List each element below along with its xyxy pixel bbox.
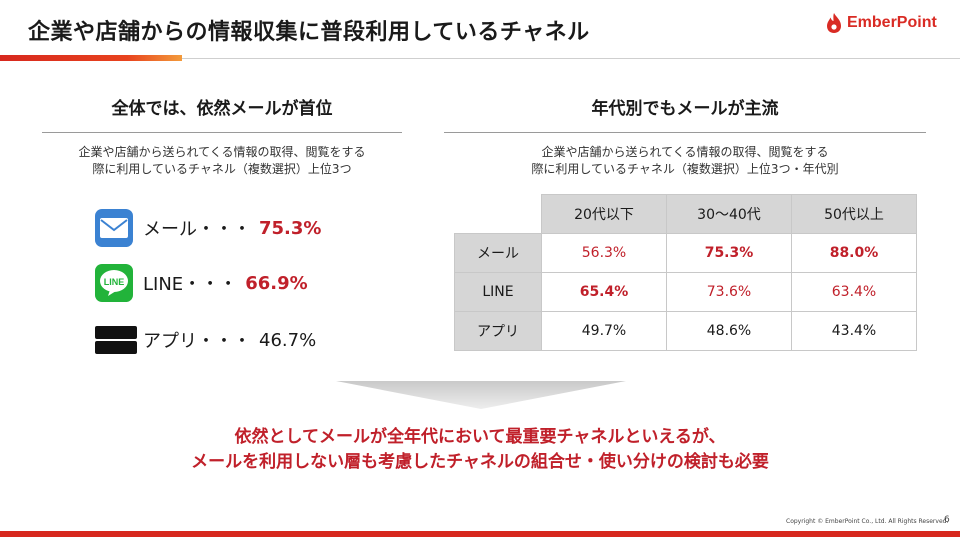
channel-item-mail: メール・・・ 75.3% [95,208,321,248]
table-cell: 49.7% [541,311,667,351]
title-divider [182,58,960,59]
app-store-badges-icon [95,321,137,359]
channel-value: 66.9% [245,272,308,294]
channel-item-app: アプリ・・・ 46.7% [95,320,316,360]
conclusion-line1: 依然としてメールが全年代において最重要チャネルといえるが、 [234,427,726,447]
down-chevron-arrow [336,381,626,409]
left-description: 企業や店舗から送られてくる情報の取得、閲覧をする 際に利用しているチャネル（複数… [42,144,402,178]
right-description: 企業や店舗から送られてくる情報の取得、閲覧をする 際に利用しているチャネル（複数… [444,144,926,178]
left-description-line2: 際に利用しているチャネル（複数選択）上位3つ [92,162,352,176]
channel-label: アプリ・・・ [143,331,251,352]
table-cell: 43.4% [791,311,917,351]
table-cell: 88.0% [791,233,917,273]
table-cell: 65.4% [541,272,667,312]
title-accent-bar [0,55,182,61]
age-group-table: 20代以下 30〜40代 50代以上 メール 56.3% 75.3% 88.0%… [454,194,917,351]
table-row-header: LINE [454,272,542,312]
conclusion-line2: メールを利用しない層も考慮したチャネルの組合せ・使い分けの検討も必要 [191,452,769,472]
table-cell: 63.4% [791,272,917,312]
left-heading: 全体では、依然メールが首位 [111,99,333,119]
right-heading: 年代別でもメールが主流 [591,99,779,119]
table-row: メール 56.3% 75.3% 88.0% [454,233,917,273]
table-cell: 73.6% [666,272,792,312]
line-app-icon: LINE [95,264,133,302]
table-cell: 56.3% [541,233,667,273]
right-heading-divider [444,132,926,133]
left-heading-divider [42,132,402,133]
mail-icon [95,209,133,247]
table-header-row: 20代以下 30〜40代 50代以上 [455,194,917,234]
table-row: アプリ 49.7% 48.6% 43.4% [454,311,917,351]
brand-name: EmberPoint [847,14,937,31]
brand-logo: EmberPoint [825,11,937,35]
table-row-header: メール [454,233,542,273]
flame-icon [827,13,841,33]
right-description-line1: 企業や店舗から送られてくる情報の取得、閲覧をする [541,145,829,159]
left-description-line1: 企業や店舗から送られてくる情報の取得、閲覧をする [78,145,366,159]
table-cell: 48.6% [666,311,792,351]
right-description-line2: 際に利用しているチャネル（複数選択）上位3つ・年代別 [531,162,839,176]
channel-label: メール・・・ [143,219,251,240]
channel-value: 75.3% [259,217,322,239]
page-title: 企業や店舗からの情報収集に普段利用しているチャネル [28,20,590,45]
table-row: LINE 65.4% 73.6% 63.4% [454,272,917,312]
table-cell: 75.3% [666,233,792,273]
table-column-header: 30〜40代 [666,194,792,234]
channel-label: LINE・・・ [143,274,238,295]
copyright-text: Copyright © EmberPoint Co., Ltd. All Rig… [786,518,949,525]
google-play-badge [95,341,137,354]
page-number: 6 [944,515,950,525]
channel-item-line: LINE LINE・・・ 66.9% [95,263,308,303]
table-column-header: 20代以下 [541,194,667,234]
app-store-badge [95,326,137,339]
table-row-header: アプリ [454,311,542,351]
svg-text:LINE: LINE [104,277,125,287]
table-corner [455,195,542,234]
footer-accent-bar [0,531,960,537]
table-column-header: 50代以上 [791,194,917,234]
channel-value: 46.7% [259,329,317,351]
